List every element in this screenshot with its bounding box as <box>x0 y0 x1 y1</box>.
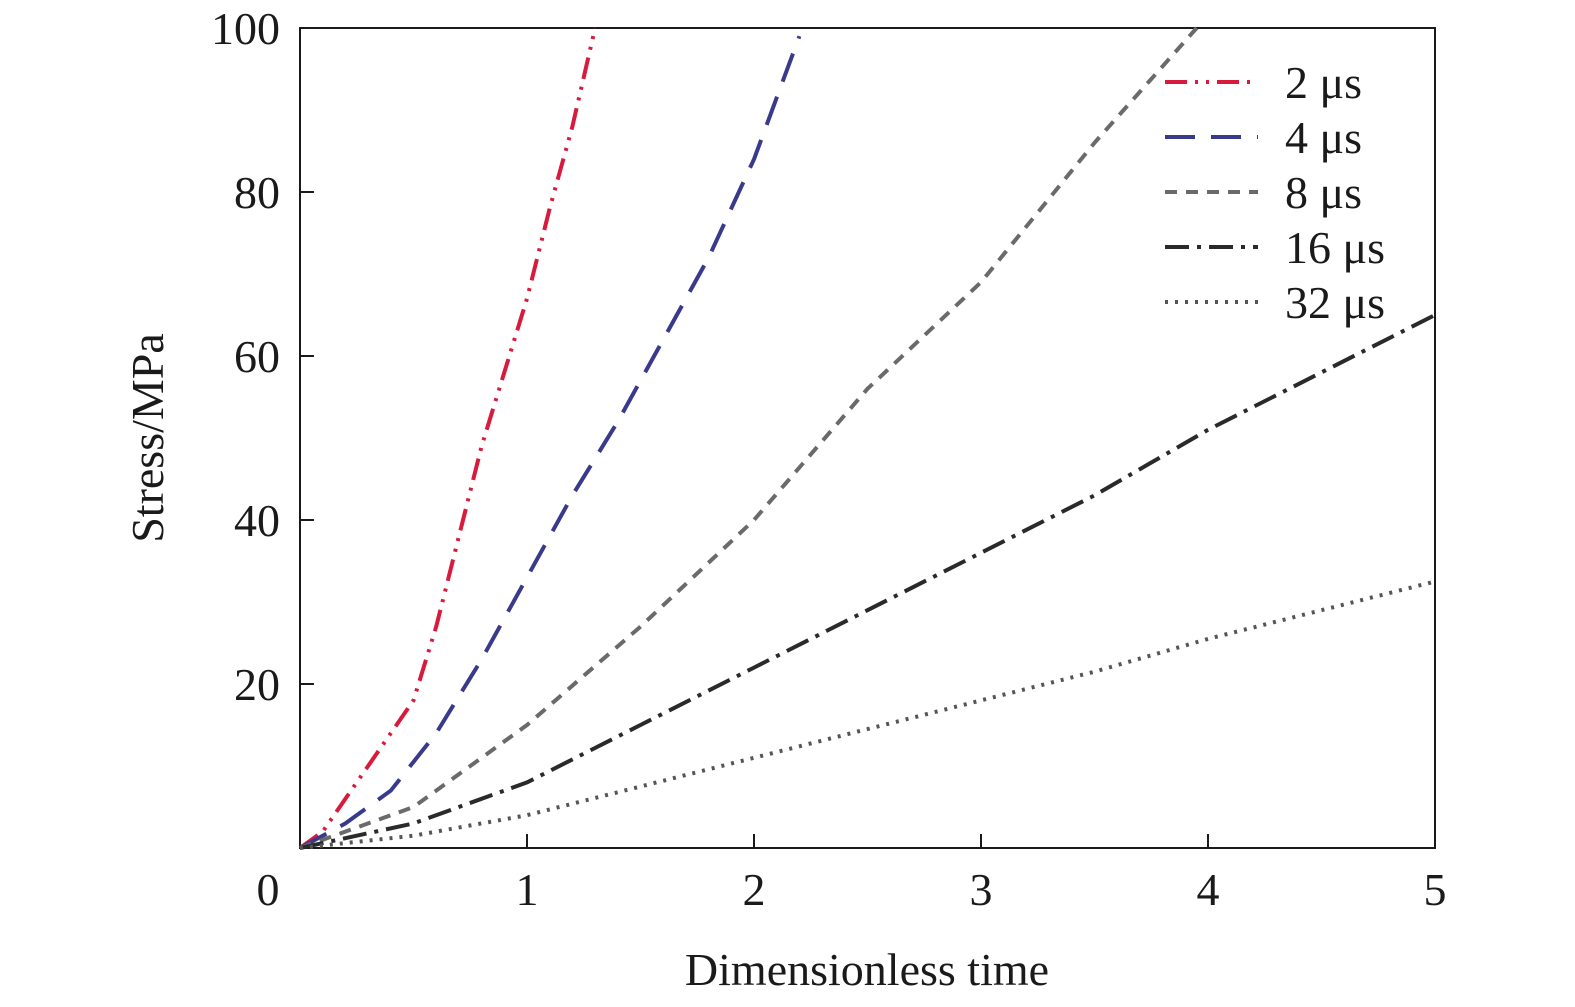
series-line-2 <box>299 35 802 850</box>
series-layer <box>298 26 1436 850</box>
series-line-4 <box>299 313 1436 850</box>
y-tick-label: 20 <box>234 659 280 710</box>
legend-label: 16 μs <box>1285 222 1385 273</box>
x-tick-label: 1 <box>516 864 539 915</box>
legend-label: 32 μs <box>1285 277 1385 328</box>
x-tick-label: 3 <box>970 864 993 915</box>
y-axis-title: Stress/MPa <box>122 333 173 543</box>
legend-label: 4 μs <box>1285 112 1362 163</box>
x-tick-label: 2 <box>743 864 766 915</box>
x-tick-label: 0 <box>257 864 280 915</box>
x-tick-label: 5 <box>1424 864 1447 915</box>
x-axis-title: Dimensionless time <box>685 944 1049 995</box>
x-tick-label: 4 <box>1197 864 1220 915</box>
x-axis: 0 1 2 3 4 5 <box>257 834 1447 915</box>
legend-label: 8 μs <box>1285 167 1362 218</box>
series-line-1 <box>298 27 598 850</box>
y-axis: 20 40 60 80 100 <box>211 3 314 710</box>
plot-frame <box>299 27 1436 849</box>
y-tick-label: 40 <box>234 495 280 546</box>
legend-label: 2 μs <box>1285 57 1362 108</box>
y-tick-label: 100 <box>211 3 280 54</box>
series-line-5 <box>299 579 1436 850</box>
y-tick-label: 60 <box>234 331 280 382</box>
y-tick-label: 80 <box>234 167 280 218</box>
series-line-3 <box>299 26 1199 850</box>
